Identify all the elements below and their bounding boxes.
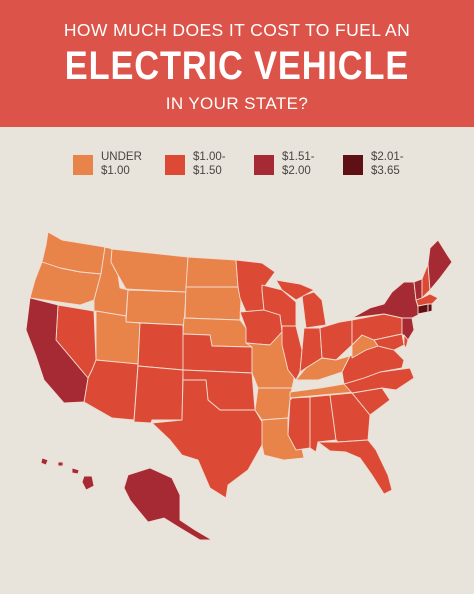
state-hawaii: [40, 457, 95, 491]
state-delaware: [403, 334, 409, 349]
legend-label-line1: $1.00-: [193, 151, 226, 163]
state-north-dakota: [185, 256, 239, 288]
state-ohio: [319, 319, 353, 361]
state-maine: [427, 239, 453, 291]
state-new-york: [351, 281, 421, 319]
state-new-jersey: [401, 317, 415, 341]
title-line-3: IN YOUR STATE?: [165, 94, 309, 113]
header-banner: HOW MUCH DOES IT COST TO FUEL AN ELECTRI…: [0, 0, 474, 127]
state-alaska: [123, 467, 213, 541]
legend-swatch-1-to-1-50: [165, 155, 185, 175]
state-south-dakota: [184, 286, 242, 321]
state-wyoming: [125, 289, 187, 326]
legend-item-1-51-to-2: $1.51- $2.00: [254, 150, 315, 178]
legend-label-line1: $2.01-: [371, 151, 404, 163]
state-arkansas: [254, 387, 293, 421]
state-mississippi: [287, 396, 311, 451]
state-california: [25, 297, 89, 404]
title-line-1: HOW MUCH DOES IT COST TO FUEL AN: [63, 20, 411, 40]
us-map: [25, 231, 453, 541]
state-kentucky: [295, 355, 351, 381]
legend-label-line2: $1.00: [101, 165, 130, 177]
state-louisiana: [261, 417, 305, 461]
legend-item-2-01-to-3-65: $2.01- $3.65: [343, 150, 404, 178]
state-michigan-lower: [301, 291, 327, 329]
state-new-mexico: [133, 365, 184, 424]
legend-label-line2: $3.65: [371, 165, 400, 177]
state-michigan-upper: [275, 279, 315, 301]
state-colorado: [137, 322, 184, 371]
legend-label-line2: $1.50: [193, 165, 222, 177]
legend-item-1-to-1-50: $1.00- $1.50: [165, 150, 226, 178]
legend-label-line1: UNDER: [101, 151, 142, 163]
legend-label-line1: $1.51-: [282, 151, 315, 163]
legend: UNDER $1.00 $1.00- $1.50 $1.51- $2.00 $2…: [0, 150, 474, 190]
state-maryland: [373, 333, 405, 351]
state-vermont: [413, 278, 423, 301]
legend-swatch-under-1: [73, 155, 93, 175]
state-rhode-island: [427, 303, 433, 313]
legend-swatch-1-51-to-2: [254, 155, 274, 175]
state-florida: [317, 439, 393, 495]
legend-label-line2: $2.00: [282, 165, 311, 177]
legend-item-under-1: UNDER $1.00: [73, 150, 142, 178]
state-montana: [110, 248, 189, 293]
state-connecticut: [417, 303, 429, 315]
title-line-2: ELECTRIC VEHICLE: [64, 44, 410, 88]
legend-swatch-2-01-to-3-65: [343, 155, 363, 175]
state-texas: [151, 379, 265, 499]
state-arizona: [83, 359, 139, 421]
